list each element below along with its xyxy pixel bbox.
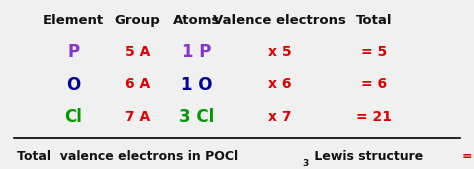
- Text: O: O: [66, 76, 81, 93]
- Text: = 5: = 5: [361, 45, 388, 59]
- Text: Element: Element: [43, 14, 104, 27]
- Text: Atoms: Atoms: [173, 14, 220, 27]
- Text: 6 A: 6 A: [125, 78, 150, 91]
- Text: 5 A: 5 A: [125, 45, 150, 59]
- Text: 7 A: 7 A: [125, 110, 150, 124]
- Text: x 5: x 5: [268, 45, 292, 59]
- Text: = 21: = 21: [356, 110, 392, 124]
- Text: = 6: = 6: [361, 78, 388, 91]
- Text: x 6: x 6: [268, 78, 292, 91]
- Text: Cl: Cl: [64, 108, 82, 126]
- Text: Valence electrons: Valence electrons: [213, 14, 346, 27]
- Text: = 32 electrons: = 32 electrons: [462, 150, 474, 163]
- Text: 3: 3: [302, 159, 308, 168]
- Text: 3 Cl: 3 Cl: [179, 108, 214, 126]
- Text: Lewis structure: Lewis structure: [310, 150, 428, 163]
- Text: Group: Group: [115, 14, 160, 27]
- Text: Total  valence electrons in POCl: Total valence electrons in POCl: [17, 150, 238, 163]
- Text: P: P: [67, 43, 80, 61]
- Text: x 7: x 7: [268, 110, 292, 124]
- Text: Total: Total: [356, 14, 393, 27]
- Text: 1 O: 1 O: [181, 76, 212, 93]
- Text: 1 P: 1 P: [182, 43, 211, 61]
